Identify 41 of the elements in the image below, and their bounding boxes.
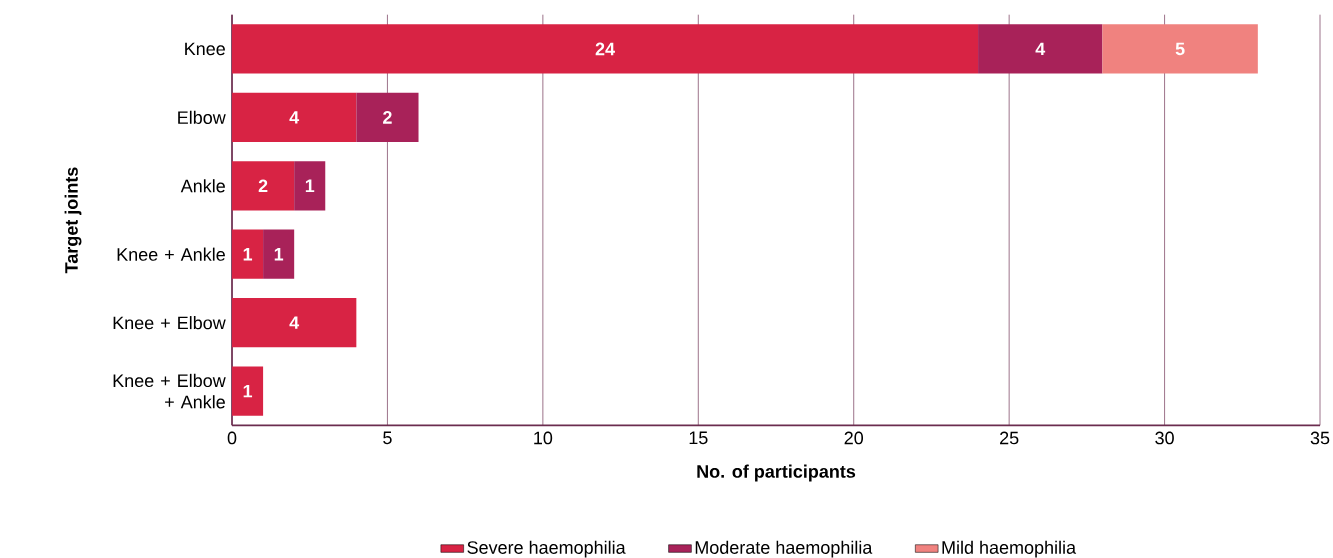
bar xyxy=(232,161,295,211)
x-tick-label: 10 xyxy=(534,431,553,445)
y-tick-label: Knee xyxy=(185,42,225,56)
bar xyxy=(232,298,357,348)
bar xyxy=(294,161,326,211)
x-tick-label: 30 xyxy=(1155,431,1174,445)
legend-label: Mild haemophilia xyxy=(942,540,1077,558)
data-label: 5 xyxy=(1175,42,1185,56)
y-tick-label: Knee + Ankle xyxy=(117,247,225,261)
bar xyxy=(1102,24,1258,74)
bar xyxy=(232,92,357,142)
x-tick-label: 25 xyxy=(1000,431,1019,445)
bar xyxy=(232,366,264,416)
x-tick-label: 0 xyxy=(227,431,237,445)
x-tick-label: 5 xyxy=(383,431,392,445)
x-tick-label: 20 xyxy=(844,431,864,445)
data-label: 1 xyxy=(243,384,253,398)
data-label: 24 xyxy=(595,42,615,56)
y-tick-label: Knee + Elbow + Ankle xyxy=(113,373,226,409)
data-label: 2 xyxy=(258,179,268,193)
data-label: 2 xyxy=(383,111,392,124)
x-tick-label: 15 xyxy=(689,431,708,445)
y-tick-label: Elbow xyxy=(178,110,226,124)
bar xyxy=(232,24,979,74)
bar xyxy=(978,24,1103,74)
y-axis-title: Target joints xyxy=(64,167,82,274)
data-label: 1 xyxy=(274,248,284,261)
legend-label: Moderate haemophilia xyxy=(695,540,873,558)
bar xyxy=(232,229,264,279)
data-label: 1 xyxy=(243,248,253,261)
bar xyxy=(356,92,419,142)
bar xyxy=(263,229,295,279)
x-axis-title: No. of participants xyxy=(697,464,856,482)
y-tick-label: Ankle xyxy=(180,179,225,193)
data-label: 4 xyxy=(289,111,300,124)
legend-label: Severe haemophilia xyxy=(467,540,626,558)
data-label: 4 xyxy=(289,316,300,329)
y-tick-label: Knee + Elbow xyxy=(113,316,226,330)
x-tick-label: 35 xyxy=(1310,431,1330,445)
data-label: 1 xyxy=(305,179,315,192)
data-label: 4 xyxy=(1035,42,1046,56)
